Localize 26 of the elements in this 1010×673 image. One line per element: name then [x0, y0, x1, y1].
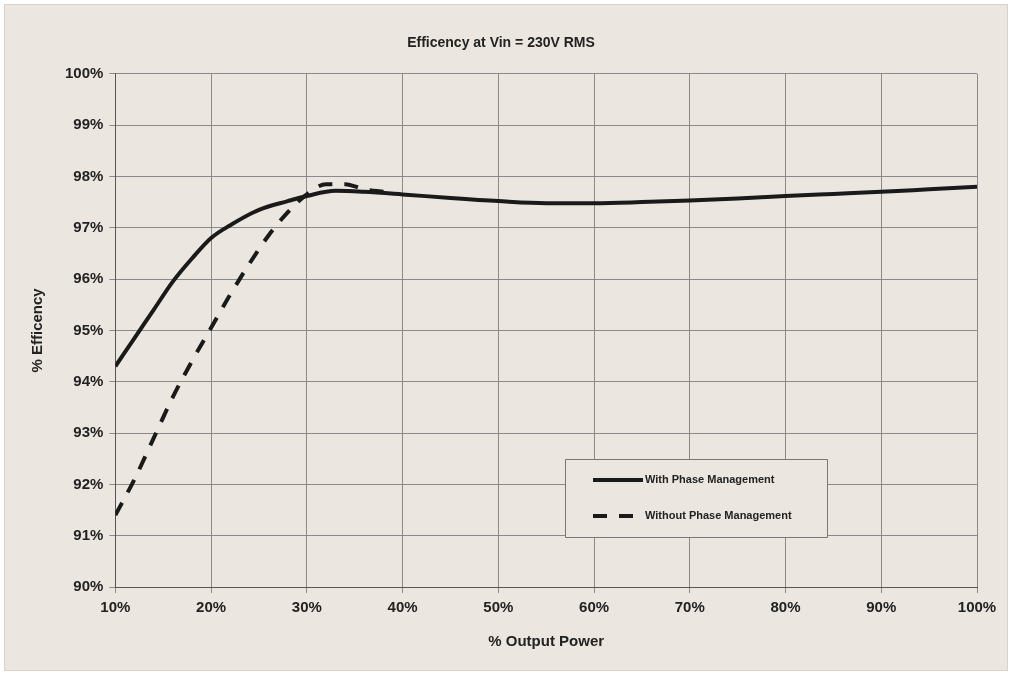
y-tick-label: 99% [73, 115, 104, 133]
x-tick-label: 40% [387, 598, 418, 616]
y-tick-label: 95% [73, 320, 104, 338]
x-tick-label: 70% [674, 598, 705, 616]
x-tick-label: 30% [291, 598, 322, 616]
legend-label: Without Phase Management [645, 509, 792, 522]
y-tick-label: 91% [73, 525, 104, 543]
x-axis-title: % Output Power [488, 632, 605, 650]
x-tick-label: 100% [957, 598, 997, 616]
y-tick-label: 93% [73, 423, 104, 441]
x-tick-label: 10% [100, 598, 131, 616]
x-tick-label: 50% [483, 598, 514, 616]
y-tick-label: 96% [73, 269, 104, 287]
y-tick-label: 94% [73, 371, 104, 389]
y-tick-label: 97% [73, 217, 104, 235]
x-tick-label: 90% [866, 598, 897, 616]
x-tick-label: 20% [196, 598, 227, 616]
y-tick-label: 100% [64, 63, 104, 81]
legend-label: With Phase Management [645, 473, 775, 486]
x-tick-label: 60% [579, 598, 610, 616]
y-tick-label: 92% [73, 474, 104, 492]
y-axis-title: % Efficency [28, 287, 46, 373]
x-tick-label: 80% [770, 598, 801, 616]
y-tick-label: 90% [73, 577, 104, 595]
chart-title: Efficency at Vin = 230V RMS [407, 34, 595, 51]
y-tick-label: 98% [73, 166, 104, 184]
